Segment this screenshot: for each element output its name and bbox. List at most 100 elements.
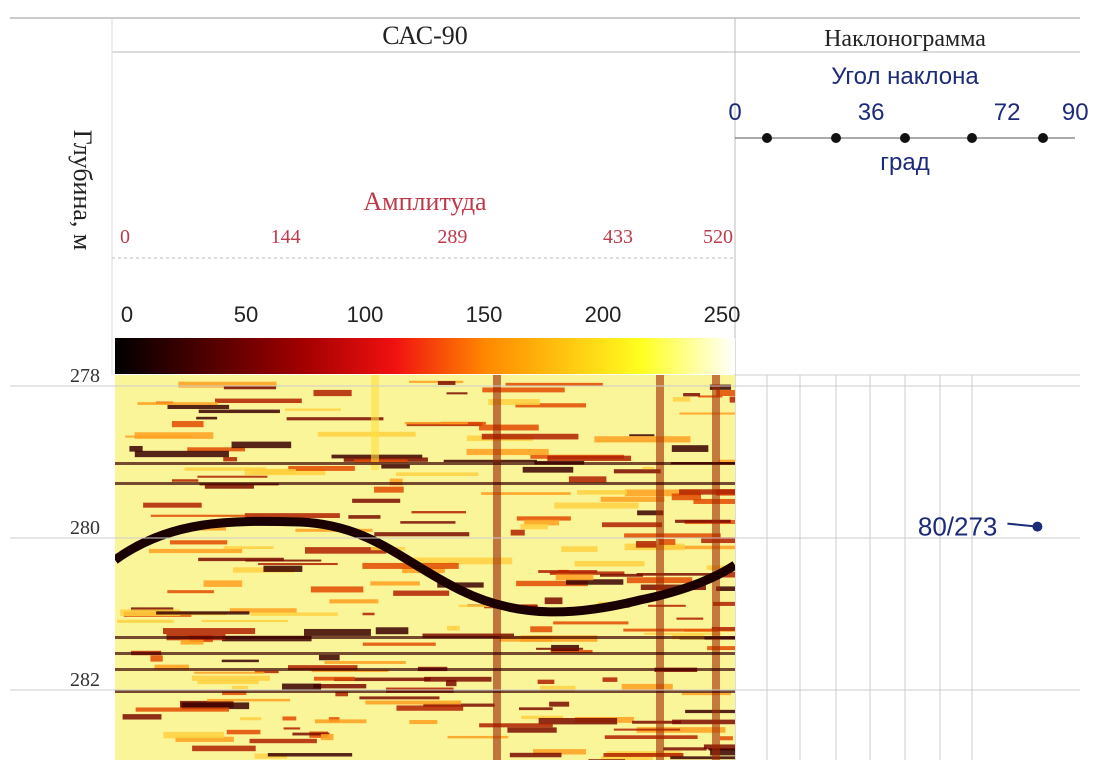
image-streak [304,547,387,554]
image-streak [204,484,254,489]
image-streak [184,467,267,471]
image-streak [286,417,384,421]
image-streak [150,514,246,517]
image-streak [709,384,731,390]
dip-tick-label: 0 [728,99,741,126]
image-streak [129,445,143,452]
image-streak [604,735,698,739]
image-streak [167,404,230,410]
image-streak [320,733,334,741]
image-streak [537,679,555,685]
image-streak [693,498,735,504]
image-streak [685,709,735,714]
image-streak [437,381,456,385]
image-streak [413,557,513,565]
image-streak [198,557,284,562]
image-streak [613,728,681,731]
image-streak [524,519,560,526]
image-streak [281,683,322,690]
image-streak [600,756,653,760]
image-streak [520,523,548,530]
dip-tick-label: 72 [994,99,1021,126]
image-streak [329,599,379,604]
image-streak [404,422,468,425]
sinusoid [115,516,735,617]
image-band [115,636,735,639]
image-streak [530,626,553,633]
depth-tick-label: 282 [70,669,100,691]
image-streak [137,402,218,405]
amplitude-tick-label: 433 [603,226,633,248]
image-streak [479,424,539,431]
image-streak [197,475,268,478]
image-streak [533,749,586,755]
image-streak [409,380,464,383]
image-streak [283,727,301,730]
image-streak [516,580,588,587]
image-streak [446,679,457,687]
image-streak [400,521,456,524]
image-streak [538,717,618,725]
image-streak [240,717,262,721]
image-streak [683,393,701,397]
image-streak [171,479,199,482]
image-streak [223,385,277,390]
image-streak [510,529,525,536]
image-streak [135,707,229,712]
image-streak [374,486,404,493]
image-track-title: САС-90 [382,21,468,50]
image-streak [324,660,406,664]
colorbar-tick-label: 250 [704,302,741,327]
image-streak [134,450,229,458]
image-streak [671,445,709,452]
image-streak [656,545,735,550]
image-streak [549,701,570,707]
image-streak [516,516,571,521]
image-streak [658,539,676,545]
image-streak [521,715,564,720]
image-streak [629,434,655,437]
image-streak [258,562,338,566]
image-streak [437,582,484,588]
tadpole-tail [1007,522,1038,528]
image-streak [603,752,684,757]
image-streak [191,675,271,681]
image-streak [198,409,280,414]
image-streak [203,580,243,587]
image-vertical-streak [656,375,664,760]
image-streak [223,546,274,550]
image-streak [370,581,420,586]
image-streak [317,431,416,437]
image-streak [708,748,735,751]
image-streak [676,617,704,620]
image-streak [250,612,338,616]
image-streak [314,719,367,724]
image-streak [482,387,565,393]
image-streak [292,732,330,736]
image-streak [163,628,256,635]
colorbar-tick-label: 100 [347,302,384,327]
image-streak [538,570,598,573]
image-band [115,482,735,485]
dip-axis-dots [762,133,1048,143]
image-streak [505,382,603,387]
image-streak [192,745,256,752]
image-streak [635,541,657,548]
tadpole-label: 80/273 [918,512,998,542]
image-streak [706,565,735,571]
image-streak [134,432,214,439]
image-streak [446,392,468,395]
image-streak [443,459,537,463]
image-streak [561,546,598,552]
image-streak [601,522,663,528]
image-streak [122,714,162,720]
dip-tick-label: 36 [858,99,885,126]
image-streak [522,466,574,473]
image-streak [509,752,562,758]
dip-tick-label: 90 [1062,99,1089,126]
dip-track-grid [766,375,973,760]
image-streak [359,696,440,700]
image-streak [648,604,686,607]
image-streak [670,756,735,760]
